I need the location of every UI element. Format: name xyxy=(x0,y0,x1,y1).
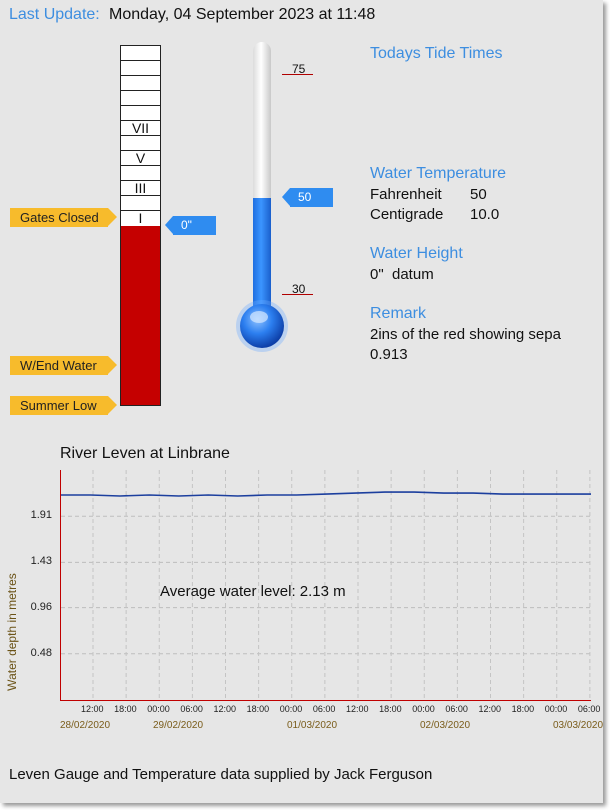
chart-date-label: 01/03/2020 xyxy=(287,720,338,731)
water-temperature-title: Water Temperature xyxy=(370,165,507,182)
water-height-value: 0" datum xyxy=(370,266,434,283)
fahrenheit-label: Fahrenheit xyxy=(370,186,442,203)
gauge-pointer: 0" xyxy=(165,216,216,235)
centigrade-label: Centigrade xyxy=(370,206,444,223)
remark-text: 2ins of the red showing sepa xyxy=(370,326,561,343)
chart-date-label: 03/03/2020 xyxy=(553,720,604,731)
thermo-scale-bottom: 30 xyxy=(292,282,306,296)
chart-title: River Leven at Linbrane xyxy=(60,445,230,462)
chart-y-tick-label: 1.91 xyxy=(30,509,52,522)
tide-times-title: Todays Tide Times xyxy=(370,45,503,62)
chart-x-tick-label: 18:00 xyxy=(114,704,137,714)
tag-gates-closed: Gates Closed xyxy=(10,208,117,227)
chart-x-tick-label: 00:00 xyxy=(279,704,303,714)
thermometer-bulb xyxy=(240,304,284,348)
tag-wend-water: W/End Water xyxy=(10,356,117,375)
chart-x-tick-label: 06:00 xyxy=(180,704,203,714)
chart-x-tick-label: 12:00 xyxy=(213,704,237,714)
chart-x-tick-label: 18:00 xyxy=(379,704,402,714)
footer-credit: Leven Gauge and Temperature data supplie… xyxy=(9,766,433,783)
tag-summer-low: Summer Low xyxy=(10,396,117,415)
chart-svg xyxy=(61,470,591,700)
chart-x-tick-label: 00:00 xyxy=(544,704,568,714)
chart-x-tick-label: 06:00 xyxy=(577,704,601,714)
thermometer-level xyxy=(253,198,271,312)
gauge-mark-iii: III xyxy=(134,180,147,196)
chart-x-tick-label: 06:00 xyxy=(445,704,468,714)
chart-x-tick-label: 00:00 xyxy=(412,704,435,714)
gauge-water-level xyxy=(121,226,160,405)
chart-x-tick-label: 12:00 xyxy=(81,704,104,714)
remark-value: 0.913 xyxy=(370,346,408,363)
thermometer-pointer: 50 xyxy=(282,188,333,207)
chart-y-axis-label: Water depth in metres xyxy=(5,573,19,691)
water-height-title: Water Height xyxy=(370,245,463,262)
chart-series-line xyxy=(61,491,591,497)
chart-date-label: 29/02/2020 xyxy=(153,720,204,731)
chart-annotation: Average water level: 2.13 m xyxy=(160,583,346,600)
chart-x-tick-label: 12:00 xyxy=(346,704,369,714)
centigrade-value: 10.0 xyxy=(470,206,500,223)
chart-y-tick-label: 0.96 xyxy=(30,600,52,613)
thermo-scale-top: 75 xyxy=(292,62,306,76)
gauge-mark-v: V xyxy=(135,150,146,166)
chart-x-tick-label: 12:00 xyxy=(478,704,502,714)
chart-x-tick-label: 06:00 xyxy=(312,704,336,714)
chart-x-tick-label: 18:00 xyxy=(246,704,270,714)
last-update-label: Last Update: xyxy=(9,6,100,23)
thermometer xyxy=(236,42,288,352)
remark-title: Remark xyxy=(370,305,427,322)
gauge-mark-i: I xyxy=(138,210,143,226)
last-update-datetime: Monday, 04 September 2023 at 11:48 xyxy=(109,6,376,23)
chart-date-label: 02/03/2020 xyxy=(420,720,471,731)
chart-plot-area xyxy=(60,470,591,701)
fahrenheit-value: 50 xyxy=(470,186,487,203)
chart-x-tick-label: 00:00 xyxy=(147,704,170,714)
page-frame: Last Update: Monday, 04 September 2023 a… xyxy=(0,0,603,803)
chart-y-tick-label: 1.43 xyxy=(30,555,52,568)
chart-y-tick-label: 0.48 xyxy=(30,646,52,659)
river-gauge: VII V III I xyxy=(120,45,161,406)
chart-date-label: 28/02/2020 xyxy=(60,720,111,731)
gauge-mark-vii: VII xyxy=(131,120,150,136)
chart-x-tick-label: 18:00 xyxy=(511,704,535,714)
